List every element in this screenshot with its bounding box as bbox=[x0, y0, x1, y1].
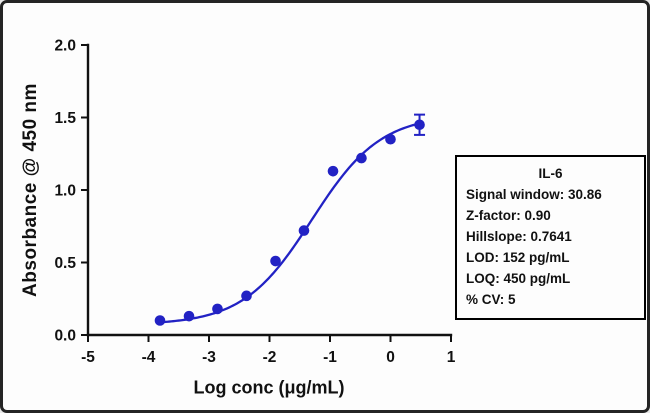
y-tick-label: 2.0 bbox=[54, 38, 76, 55]
data-point bbox=[241, 290, 252, 302]
stats-box: IL-6 Signal window: 30.86 Z-factor: 0.90… bbox=[455, 155, 646, 320]
y-tick-label: 0.0 bbox=[54, 328, 76, 345]
x-tick-label: 1 bbox=[447, 349, 456, 366]
y-axis-label: Absorbance @ 450 nm bbox=[20, 83, 41, 297]
x-tick-label: -1 bbox=[323, 349, 337, 366]
fit-curve bbox=[159, 121, 423, 324]
x-axis-label: Log conc (μg/mL) bbox=[193, 377, 345, 398]
data-point bbox=[212, 303, 223, 315]
y-tick-label: 1.5 bbox=[54, 110, 76, 127]
x-tick-label: -3 bbox=[202, 349, 216, 366]
stats-line-lod: LOD: 152 pg/mL bbox=[466, 250, 570, 265]
y-tick-label: 1.0 bbox=[54, 183, 76, 200]
dose-response-chart: -5 -4 -3 -2 -1 0 1 0.0 0.5 1.0 1.5 2.0 bbox=[54, 38, 456, 367]
y-tick-label: 0.5 bbox=[54, 255, 76, 272]
data-point bbox=[327, 165, 339, 177]
stats-box-title: IL-6 bbox=[538, 166, 563, 181]
x-tick-label: -5 bbox=[81, 349, 95, 366]
x-tick-label: -2 bbox=[263, 349, 277, 366]
stats-line-z-factor: Z-factor: 0.90 bbox=[466, 208, 551, 223]
data-point bbox=[154, 315, 166, 326]
stats-line-hillslope: Hillslope: 0.7641 bbox=[466, 229, 572, 244]
stats-line-loq: LOQ: 450 pg/mL bbox=[466, 271, 571, 286]
stats-line-signal-window: Signal window: 30.86 bbox=[466, 187, 602, 202]
data-point bbox=[356, 152, 367, 164]
data-point bbox=[298, 225, 310, 236]
data-point bbox=[414, 119, 425, 131]
x-tick-label: -4 bbox=[142, 349, 156, 366]
x-tick-label: 0 bbox=[386, 349, 395, 366]
data-point bbox=[183, 310, 195, 322]
data-point bbox=[385, 133, 396, 145]
data-point bbox=[270, 255, 281, 267]
stats-line-cv: % CV: 5 bbox=[466, 292, 516, 307]
